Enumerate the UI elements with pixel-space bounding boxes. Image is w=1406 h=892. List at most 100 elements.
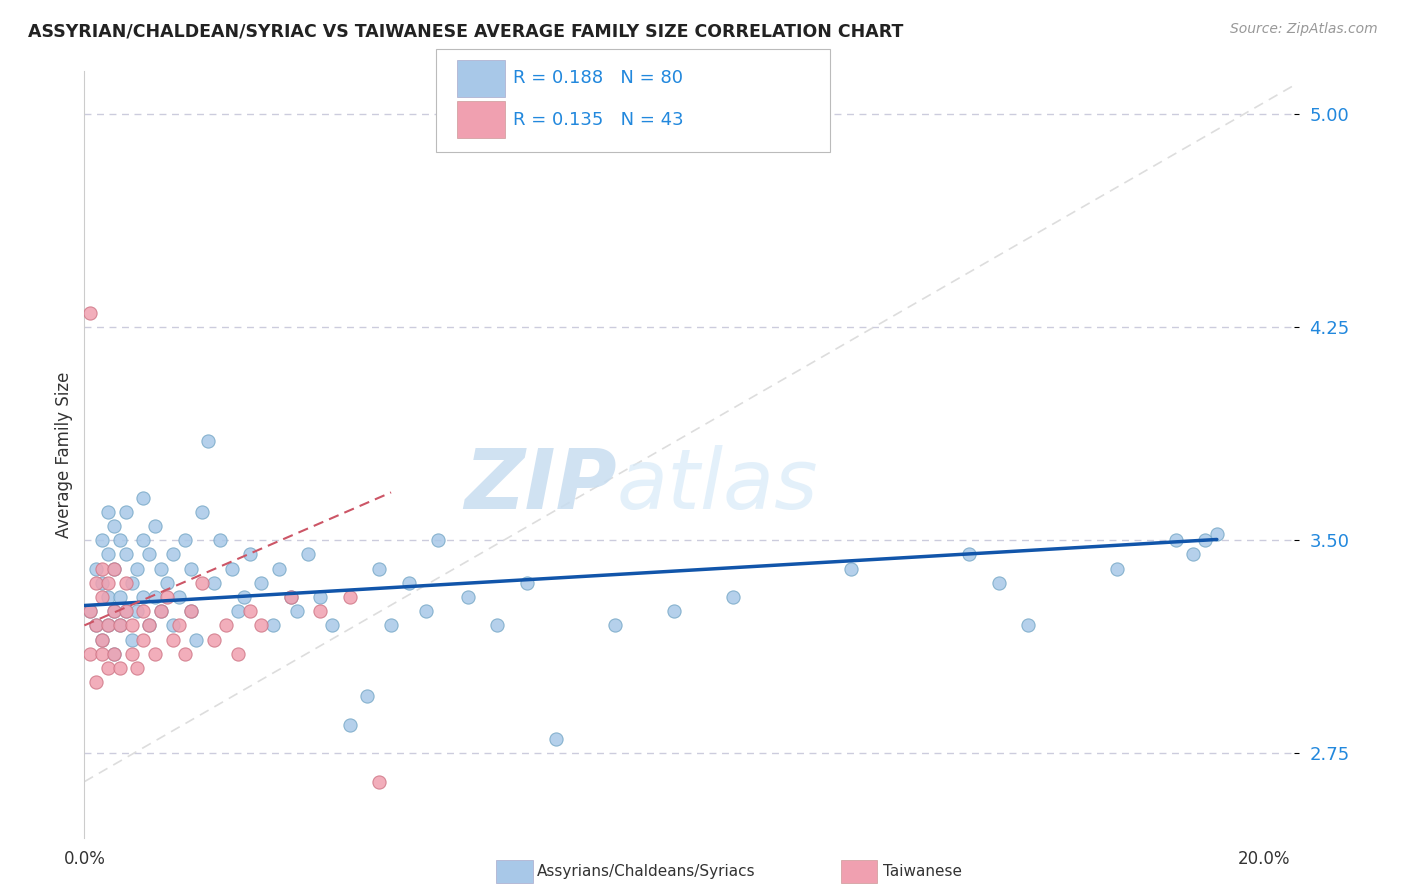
Point [108, 618, 131, 632]
Point [605, 618, 627, 632]
Point [267, 561, 290, 575]
Point [103, 647, 125, 661]
Point [309, 590, 332, 604]
Point [114, 604, 136, 618]
Point [103, 561, 125, 575]
Text: atlas: atlas [616, 445, 818, 526]
Point [91, 575, 114, 590]
Point [143, 590, 166, 604]
Point [97, 575, 120, 590]
Point [127, 661, 149, 675]
Point [108, 533, 131, 548]
Text: Source: ZipAtlas.com: Source: ZipAtlas.com [1230, 22, 1378, 37]
Point [226, 647, 249, 661]
Point [339, 718, 361, 732]
Point [132, 590, 155, 604]
Point [280, 590, 302, 604]
Point [226, 604, 249, 618]
Point [91, 647, 114, 661]
Point [156, 575, 179, 590]
Point [103, 519, 125, 533]
Point [91, 632, 114, 647]
Point [97, 547, 120, 561]
Point [79, 647, 101, 661]
Point [91, 533, 114, 548]
Point [356, 690, 378, 704]
Point [250, 618, 273, 632]
Point [1105, 561, 1128, 575]
Point [132, 632, 155, 647]
Point [368, 774, 391, 789]
Point [221, 561, 243, 575]
Point [280, 590, 302, 604]
Point [114, 505, 136, 519]
Point [486, 618, 509, 632]
Text: ASSYRIAN/CHALDEAN/SYRIAC VS TAIWANESE AVERAGE FAMILY SIZE CORRELATION CHART: ASSYRIAN/CHALDEAN/SYRIAC VS TAIWANESE AV… [28, 22, 904, 40]
Point [108, 590, 131, 604]
Point [114, 575, 136, 590]
Point [103, 604, 125, 618]
Point [664, 604, 686, 618]
Point [191, 505, 214, 519]
Point [97, 618, 120, 632]
Point [180, 604, 202, 618]
Point [1017, 618, 1039, 632]
Point [162, 547, 184, 561]
Point [150, 604, 173, 618]
Point [173, 533, 195, 548]
Point [84, 575, 107, 590]
Point [321, 618, 343, 632]
Point [114, 547, 136, 561]
Point [721, 590, 744, 604]
Point [186, 632, 208, 647]
Point [138, 618, 160, 632]
Point [150, 604, 173, 618]
Point [987, 575, 1010, 590]
Point [215, 618, 238, 632]
Point [121, 618, 143, 632]
Point [127, 561, 149, 575]
Point [108, 661, 131, 675]
Point [167, 590, 190, 604]
Point [97, 661, 120, 675]
Point [427, 533, 450, 548]
Text: R = 0.135   N = 43: R = 0.135 N = 43 [513, 111, 683, 128]
Point [103, 561, 125, 575]
Point [202, 632, 225, 647]
Point [1182, 547, 1205, 561]
Point [262, 618, 284, 632]
Point [380, 618, 402, 632]
Text: Assyrians/Chaldeans/Syriacs: Assyrians/Chaldeans/Syriacs [537, 864, 755, 879]
Point [162, 618, 184, 632]
Point [1164, 533, 1187, 548]
Point [84, 675, 107, 690]
Point [398, 575, 420, 590]
Point [84, 618, 107, 632]
Point [156, 590, 179, 604]
Point [368, 561, 391, 575]
Point [91, 561, 114, 575]
Point [79, 306, 101, 320]
Point [121, 647, 143, 661]
Point [309, 604, 332, 618]
Point [1194, 533, 1216, 548]
Point [232, 590, 254, 604]
Point [546, 732, 568, 747]
Point [285, 604, 308, 618]
Point [167, 618, 190, 632]
Point [208, 533, 231, 548]
Point [103, 604, 125, 618]
Y-axis label: Average Family Size: Average Family Size [55, 372, 73, 538]
Point [415, 604, 437, 618]
Point [97, 618, 120, 632]
Point [238, 604, 260, 618]
Point [121, 632, 143, 647]
Point [91, 632, 114, 647]
Point [250, 575, 273, 590]
Point [202, 575, 225, 590]
Point [84, 618, 107, 632]
Point [180, 561, 202, 575]
Point [180, 604, 202, 618]
Point [91, 590, 114, 604]
Point [143, 647, 166, 661]
